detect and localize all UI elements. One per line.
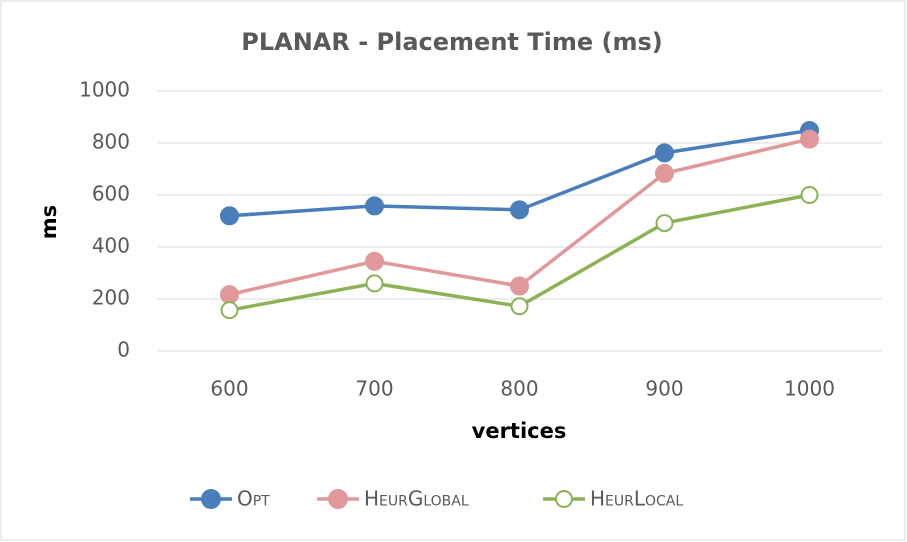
y-tick-label: 1000 bbox=[79, 78, 130, 102]
data-point bbox=[220, 206, 239, 226]
legend-label: HeurGlobal bbox=[364, 487, 469, 511]
y-tick-label: 0 bbox=[117, 338, 130, 362]
x-tick-label: 900 bbox=[645, 377, 683, 401]
y-tick-label: 600 bbox=[92, 182, 130, 206]
data-point bbox=[365, 251, 384, 271]
legend-marker bbox=[201, 489, 221, 509]
data-point bbox=[655, 214, 674, 233]
x-tick-label: 1000 bbox=[784, 377, 835, 401]
data-point bbox=[220, 285, 239, 305]
data-point bbox=[800, 186, 819, 204]
legend-marker bbox=[555, 490, 573, 508]
y-axis-label: ms bbox=[37, 205, 61, 239]
x-axis-label: vertices bbox=[472, 419, 567, 443]
data-point bbox=[800, 129, 819, 149]
legend-marker bbox=[328, 489, 348, 509]
legend-label: HeurLocal bbox=[590, 487, 683, 511]
x-tick-label: 600 bbox=[210, 377, 248, 401]
data-point bbox=[510, 200, 529, 220]
data-point bbox=[655, 143, 674, 163]
x-tick-label: 800 bbox=[500, 377, 538, 401]
data-point bbox=[365, 196, 384, 216]
data-point bbox=[220, 301, 239, 320]
data-point bbox=[655, 163, 674, 183]
data-point bbox=[365, 274, 384, 293]
legend-label: Opt bbox=[237, 487, 270, 511]
x-tick-label: 700 bbox=[355, 377, 393, 401]
data-point bbox=[510, 276, 529, 296]
y-tick-label: 800 bbox=[92, 130, 130, 154]
y-tick-label: 200 bbox=[92, 286, 130, 310]
data-point bbox=[510, 297, 529, 316]
y-tick-label: 400 bbox=[92, 234, 130, 258]
chart-title: PLANAR - Placement Time (ms) bbox=[241, 28, 662, 56]
